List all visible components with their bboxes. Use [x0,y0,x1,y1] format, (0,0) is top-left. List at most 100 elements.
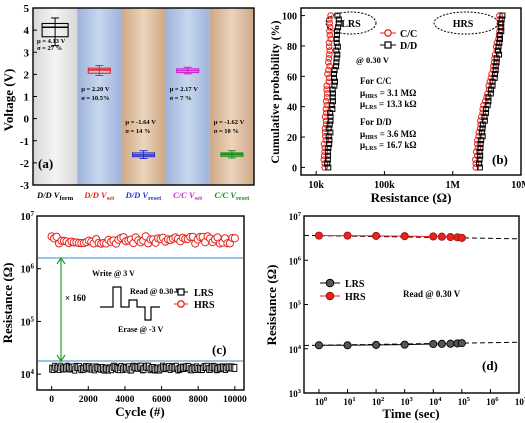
data-point-cc [325,43,333,51]
data-point-dd [324,160,331,167]
data-point-cc [327,12,334,19]
data-point-lrs [343,341,352,350]
panel-a: 5 4 3 2 1 0 -1 -2 -3 μ = 4.13 Vσ = 27 % μ = 2.20 … [1,3,255,202]
data-point-dd [495,47,502,54]
data-point-dd [478,129,485,136]
x-tick-label: 10M [511,180,525,191]
legend-marker-dd [384,41,392,49]
panel-c: 0 2000 4000 6000 8000 10000 104 105 106 107 × 160… [0,210,247,419]
data-point-cc [326,16,333,23]
panel-b-y-label: Cumulative probability (%) [268,20,282,163]
legend-cc: C/C [400,29,417,40]
data-point-dd [329,86,336,93]
data-point-cc [322,97,330,105]
data-point-cc [472,160,480,167]
data-point-dd [334,43,341,50]
legend-marker-cc [384,29,392,37]
data-point-cc [326,51,333,58]
data-point-dd [326,141,333,148]
erase-label: Erase @ -3 V [118,325,164,334]
data-point-dd [492,67,499,74]
x-category-label: D/D Vreset [125,190,163,202]
data-point-cc [478,113,485,121]
data-point-cc [326,20,334,27]
data-point-dd [329,94,336,101]
data-point-dd [495,43,502,50]
data-point-cc [321,113,329,121]
data-point-dd [496,39,503,46]
data-point-cc [484,90,491,97]
y-tick-label: 5 [24,3,30,15]
stat-sigma: σ = 10 % [214,128,239,135]
data-point-cc [322,105,330,113]
data-point-dd [330,70,337,77]
data-point-dd [493,59,500,66]
arrow-down-icon [56,354,66,363]
data-point-dd [491,74,498,81]
tick-label: 100 [315,396,327,407]
y-tick-label: 106 [21,263,35,276]
data-point-cc [322,109,330,117]
tick-label: 107 [289,211,302,222]
tick-label: 107 [515,396,525,407]
panel-b: 10k 100k 1M 10M 0 20 40 60 80 100 LRS HRS C/C D/D… [268,7,525,205]
y-tick-label: 20 [287,133,297,144]
data-point-dd [334,12,341,19]
x-tick-label: 10000 [223,395,247,405]
data-point-cc [325,78,333,86]
y-tick-label: 104 [21,368,35,381]
dd-lrs: μLRS = 16.7 kΩ [360,140,417,152]
y-tick-label: 1 [24,92,30,104]
y-tick-label: -2 [20,158,30,170]
data-point-cc [488,70,495,78]
data-point-lrs [446,339,455,348]
tick-label: 106 [486,396,499,407]
stat-sigma: σ = 10.5% [81,95,109,102]
legend-marker-lrs [177,288,185,296]
data-point-cc [326,27,333,35]
data-point-dd [484,102,491,109]
data-point-dd [329,90,336,97]
data-point-hrs [429,232,438,241]
y-tick-label: 0 [292,163,297,174]
stat-sigma: σ = 14 % [125,128,150,135]
panel-a-y-ticks: 5 4 3 2 1 0 -1 -2 -3 [20,3,37,192]
tick-label: 103 [401,396,414,407]
data-point-dd [329,98,336,105]
dd-hrs: μHRS = 3.6 MΩ [360,129,416,141]
panel-b-axes: 10k 100k 1M 10M 0 20 40 60 80 100 [282,12,525,191]
y-tick-label: 2 [24,69,30,81]
ratio-label: × 160 [65,293,86,303]
read-label: Read @ 0.30 V [130,287,181,296]
panel-d-x-label: Time (sec) [382,406,439,421]
data-point-cc [323,86,331,93]
x-category-label: C/C Vset [173,190,203,202]
dd-title: For D/D [360,117,392,127]
x-tick-label: 2000 [79,395,98,405]
data-point-dd [327,129,334,136]
panel-b-tag: (b) [492,152,508,167]
data-point-hrs [400,232,409,241]
pulse-scheme [100,286,160,321]
data-point-lrs [400,340,409,349]
y-tick-label: 107 [21,210,35,223]
panel-b-points [320,12,506,171]
data-point-dd [335,24,342,31]
data-point-dd [334,51,341,58]
data-point-cc [323,101,331,109]
data-point-hrs [314,231,323,240]
cc-lrs: μLRS = 13.3 kΩ [360,99,417,111]
panel-a-x-labels: D/D Vform D/D Vset D/D Vreset C/C Vset C/C V… [36,190,250,202]
legend-marker-lrs-d [325,278,335,288]
tick-label: 105 [458,396,471,407]
data-point-dd [326,121,333,128]
x-tick-label: 0 [49,395,54,405]
y-tick-label: 60 [287,72,297,83]
data-point-cc [326,47,334,54]
data-point-dd [324,156,331,163]
data-point-cc [325,55,333,62]
data-point-dd [496,51,503,58]
data-point-hrs [437,232,446,241]
cc-title: For C/C [360,76,392,86]
data-point-dd [331,82,338,89]
